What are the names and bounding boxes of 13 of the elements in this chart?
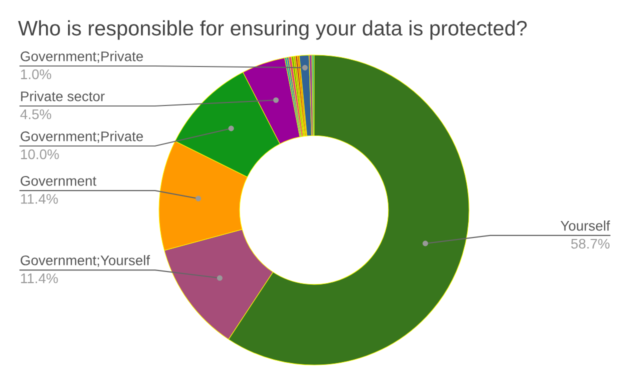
data-label: 11.4%: [21, 194, 58, 204]
data-label: 4.5%: [20, 109, 52, 120]
slice-label: Private sector: [21, 91, 105, 102]
slice-label: Yourself: [560, 220, 610, 231]
slice-label: Government: [20, 176, 96, 186]
data-label: 10.0%: [21, 149, 59, 160]
data-label: 11.4%: [21, 273, 58, 284]
slice-label: Government;Private: [20, 131, 143, 143]
chart-title: Who is responsible for ensuring your data is protected?: [18, 20, 527, 40]
slice-label: Government;Yourself: [20, 255, 150, 267]
slice-label: Government;Private: [20, 51, 143, 63]
data-label: 1.0%: [21, 69, 52, 80]
data-label: 58.7%: [571, 238, 610, 249]
